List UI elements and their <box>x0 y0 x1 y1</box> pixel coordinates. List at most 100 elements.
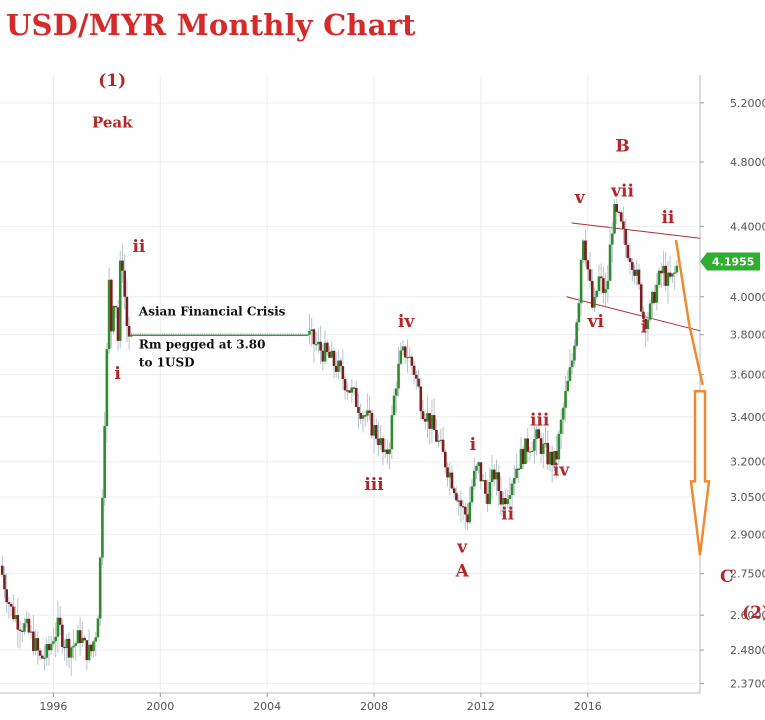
candle-body <box>147 334 151 336</box>
candle-body <box>499 491 503 505</box>
y-tick-labels: 5.2000 4.8000 4.4000 4.0000 3.8000 3.6000 3.40… <box>700 97 765 691</box>
candle-body <box>219 334 222 336</box>
wave-label: v <box>456 537 468 557</box>
candle-body <box>250 334 253 336</box>
candle-body <box>521 448 525 465</box>
x-tick-label: 2000 <box>146 700 174 713</box>
candle-body <box>615 204 619 212</box>
candle-body <box>252 334 256 336</box>
candle-body <box>388 449 391 454</box>
candle-body <box>573 345 576 361</box>
candle-body <box>241 334 244 336</box>
channel-lines <box>566 222 701 332</box>
candle-body <box>504 498 507 505</box>
candle-body <box>103 426 106 498</box>
candle-body <box>85 640 89 661</box>
candle-body <box>96 618 100 638</box>
candle-body <box>261 334 265 336</box>
candle-body <box>386 449 389 454</box>
candle-body <box>210 334 213 336</box>
x-tick-label: 2012 <box>467 700 495 713</box>
candle-body <box>671 273 674 277</box>
candle-body <box>481 480 485 482</box>
candle-body <box>553 451 556 466</box>
candle-body <box>372 425 376 436</box>
candle-body <box>81 637 84 644</box>
candle-body <box>593 297 596 308</box>
y-tick-label: 2.7500 <box>730 568 765 581</box>
candle-body <box>154 334 158 336</box>
candle-body <box>29 631 33 633</box>
candle-body <box>134 334 138 336</box>
x-tick-labels: 1996 2000 2004 2008 2012 2016 <box>39 693 602 713</box>
candle-body <box>410 356 414 366</box>
candle-body <box>477 462 480 466</box>
candle-body <box>317 341 320 345</box>
candle-body <box>579 259 583 304</box>
candle-body <box>550 451 554 466</box>
candle-body <box>664 265 668 286</box>
candles <box>0 198 679 677</box>
candle-body <box>352 387 356 389</box>
wave-label: vi <box>587 312 605 332</box>
candle-body <box>359 412 362 419</box>
candle-body <box>448 472 452 478</box>
candle-body <box>461 506 465 508</box>
candle-body <box>568 367 572 381</box>
candle-body <box>610 233 614 245</box>
candle-body <box>470 486 474 503</box>
channel-line <box>566 296 701 332</box>
candle-body <box>101 497 104 558</box>
candle-body <box>528 451 532 453</box>
candle-body <box>524 438 527 465</box>
candle-body <box>223 334 227 336</box>
candle-body <box>624 228 627 245</box>
y-tick-label: 3.6000 <box>730 369 765 382</box>
forecast <box>674 239 711 556</box>
candle-body <box>228 334 231 336</box>
candle-body <box>675 265 679 273</box>
candle-body <box>539 438 543 454</box>
candle-body <box>201 334 204 336</box>
candle-body <box>379 438 383 446</box>
candle-body <box>259 334 262 336</box>
candle-body <box>127 325 131 337</box>
candle-body <box>475 465 478 471</box>
candle-body <box>443 451 447 468</box>
candle-body <box>535 429 538 440</box>
candle-body <box>586 260 590 270</box>
wave-label: B <box>615 136 629 156</box>
candle-body <box>519 448 523 470</box>
candle-body <box>626 244 630 259</box>
forecast-line <box>674 239 704 386</box>
candle-body <box>203 334 207 336</box>
candle-body <box>495 472 498 480</box>
candle-body <box>437 440 440 442</box>
candle-body <box>544 442 547 445</box>
grid-vertical <box>52 75 589 693</box>
candle-body <box>156 334 160 336</box>
candle-body <box>239 334 242 336</box>
candle-body <box>564 391 567 408</box>
candle-body <box>292 334 296 336</box>
candle-body <box>406 357 409 359</box>
y-tick-label: 2.3700 <box>730 678 765 691</box>
candle-body <box>270 334 273 336</box>
candle-body <box>61 624 64 647</box>
candle-body <box>455 493 458 501</box>
annotation-text: to 1USD <box>139 355 195 369</box>
candle-body <box>38 650 42 656</box>
candle-body <box>196 334 200 336</box>
candle-body <box>312 329 316 345</box>
candle-body <box>221 334 224 336</box>
candle-body <box>152 334 155 336</box>
candle-body <box>303 334 307 336</box>
candle-body <box>570 360 574 368</box>
candle-body <box>72 645 75 648</box>
candle-body <box>32 631 35 652</box>
x-tick-label: 2008 <box>360 700 388 713</box>
candle-body <box>116 307 120 341</box>
candle-body <box>439 439 443 441</box>
candle-body <box>179 334 182 336</box>
candle-body <box>277 334 280 336</box>
